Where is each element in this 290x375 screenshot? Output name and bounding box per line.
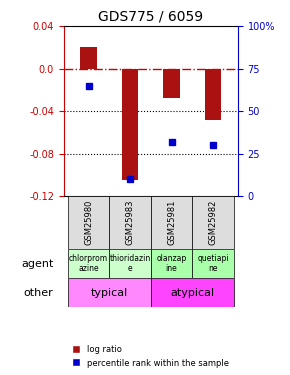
Legend: log ratio, percentile rank within the sample: log ratio, percentile rank within the sa… xyxy=(69,342,233,371)
Bar xyxy=(205,69,221,120)
FancyBboxPatch shape xyxy=(109,196,151,249)
FancyBboxPatch shape xyxy=(68,196,109,249)
Text: agent: agent xyxy=(21,259,53,269)
Text: quetiapi
ne: quetiapi ne xyxy=(197,254,229,273)
FancyBboxPatch shape xyxy=(151,278,234,308)
Text: GSM25983: GSM25983 xyxy=(126,200,135,245)
Bar xyxy=(163,69,180,98)
Text: GSM25982: GSM25982 xyxy=(209,200,218,245)
Text: other: other xyxy=(24,288,53,298)
FancyBboxPatch shape xyxy=(109,249,151,278)
FancyBboxPatch shape xyxy=(68,278,151,308)
FancyBboxPatch shape xyxy=(151,196,192,249)
FancyBboxPatch shape xyxy=(192,196,234,249)
FancyBboxPatch shape xyxy=(192,249,234,278)
Bar xyxy=(80,48,97,69)
Bar xyxy=(122,69,138,180)
Text: typical: typical xyxy=(91,288,128,298)
FancyBboxPatch shape xyxy=(151,249,192,278)
Text: GSM25981: GSM25981 xyxy=(167,200,176,245)
Text: GSM25980: GSM25980 xyxy=(84,200,93,245)
Text: thioridazin
e: thioridazin e xyxy=(109,254,151,273)
Text: chlorprom
azine: chlorprom azine xyxy=(69,254,108,273)
Text: atypical: atypical xyxy=(170,288,214,298)
Text: olanzap
ine: olanzap ine xyxy=(156,254,187,273)
FancyBboxPatch shape xyxy=(68,249,109,278)
Title: GDS775 / 6059: GDS775 / 6059 xyxy=(98,10,203,24)
